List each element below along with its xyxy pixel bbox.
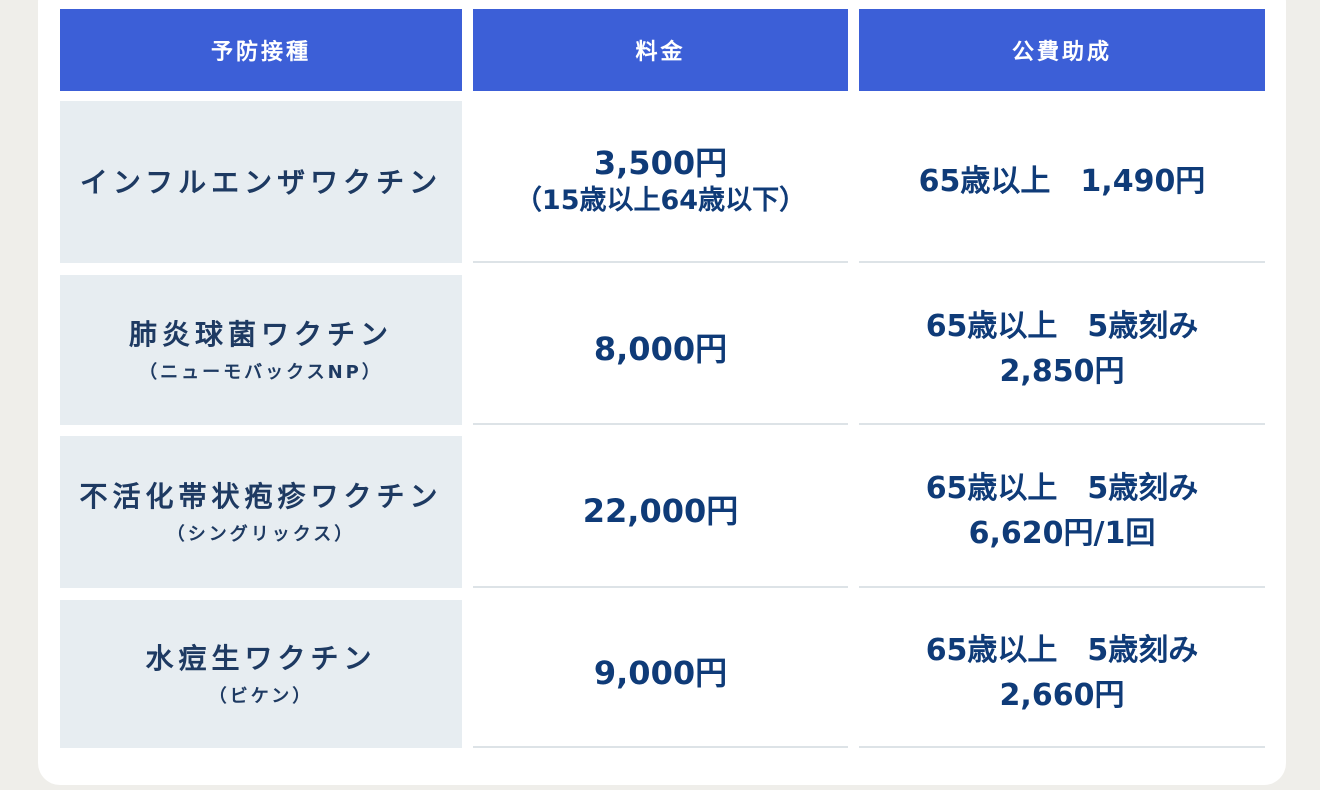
vaccine-name-cell: 水痘生ワクチン （ビケン）	[60, 600, 462, 748]
header-vaccine: 予防接種	[60, 9, 462, 91]
subsidy-text: 65歳以上 1,490円	[918, 163, 1206, 199]
vaccine-name-cell: インフルエンザワクチン	[60, 101, 462, 263]
vaccine-name: 水痘生ワクチン	[145, 641, 377, 675]
subsidy-cell: 65歳以上 1,490円	[859, 101, 1265, 263]
subsidy-amount: 6,620円/1回	[968, 516, 1156, 551]
price-cell: 8,000円	[473, 275, 848, 425]
vaccine-product-name: （ビケン）	[208, 685, 314, 707]
subsidy-text: 65歳以上 5歳刻み	[925, 471, 1199, 506]
subsidy-text: 65歳以上 5歳刻み	[925, 309, 1199, 344]
vaccine-name: 肺炎球菌ワクチン	[128, 317, 393, 351]
price-value: 3,500円	[593, 144, 728, 183]
subsidy-cell: 65歳以上 5歳刻み 6,620円/1回	[859, 436, 1265, 588]
subsidy-amount: 2,660円	[999, 678, 1125, 713]
subsidy-cell: 65歳以上 5歳刻み 2,850円	[859, 275, 1265, 425]
vaccine-name-cell: 不活化帯状疱疹ワクチン （シングリックス）	[60, 436, 462, 588]
subsidy-cell: 65歳以上 5歳刻み 2,660円	[859, 600, 1265, 748]
price-cell: 9,000円	[473, 600, 848, 748]
price-value: 8,000円	[593, 330, 728, 368]
vaccine-name: 不活化帯状疱疹ワクチン	[79, 479, 443, 513]
price-value: 9,000円	[593, 654, 728, 692]
vaccine-product-name: （ニューモバックスNP）	[139, 361, 383, 383]
header-subsidy: 公費助成	[859, 9, 1265, 91]
subsidy-text: 65歳以上 5歳刻み	[925, 633, 1199, 668]
vaccine-name-cell: 肺炎球菌ワクチン （ニューモバックスNP）	[60, 275, 462, 425]
price-value: 22,000円	[582, 492, 739, 530]
price-note: （15歳以上64歳以下）	[514, 185, 807, 217]
vaccine-name: インフルエンザワクチン	[79, 165, 443, 199]
price-cell: 3,500円 （15歳以上64歳以下）	[473, 101, 848, 263]
header-price: 料金	[473, 9, 848, 91]
price-cell: 22,000円	[473, 436, 848, 588]
vaccine-product-name: （シングリックス）	[166, 523, 356, 545]
subsidy-amount: 2,850円	[999, 354, 1125, 389]
